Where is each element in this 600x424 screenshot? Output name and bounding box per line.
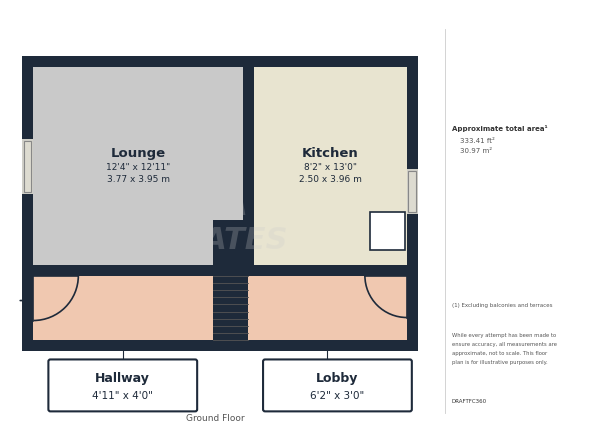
Bar: [22, 56, 418, 351]
Bar: [34, 276, 213, 340]
Bar: [22, 139, 34, 194]
Text: DRAFTFC360: DRAFTFC360: [452, 399, 487, 404]
Text: While every attempt has been made to: While every attempt has been made to: [452, 333, 556, 338]
Bar: [408, 171, 416, 212]
Bar: [34, 67, 213, 220]
Text: ensure accuracy, all measurements are: ensure accuracy, all measurements are: [452, 342, 557, 347]
Bar: [370, 212, 405, 250]
Bar: [25, 141, 31, 192]
Bar: [254, 67, 407, 265]
Text: plan is for illustrative purposes only.: plan is for illustrative purposes only.: [452, 360, 547, 365]
Text: 30.97 m²: 30.97 m²: [460, 148, 492, 154]
Bar: [34, 220, 213, 265]
Bar: [248, 276, 407, 340]
Bar: [243, 67, 254, 265]
Bar: [34, 67, 243, 265]
Text: 4'11" x 4'0": 4'11" x 4'0": [92, 391, 153, 401]
Text: Kitchen: Kitchen: [302, 147, 359, 160]
Text: Lounge: Lounge: [110, 147, 166, 160]
Text: 8'2" x 13'0": 8'2" x 13'0": [304, 163, 357, 172]
Text: Hallway: Hallway: [95, 372, 150, 385]
Text: Approximate total area¹: Approximate total area¹: [452, 126, 547, 132]
Text: 3.77 x 3.95 m: 3.77 x 3.95 m: [107, 175, 170, 184]
Text: 2.50 x 3.96 m: 2.50 x 3.96 m: [299, 175, 362, 184]
Text: Ground Floor: Ground Floor: [186, 414, 244, 423]
FancyBboxPatch shape: [49, 360, 197, 411]
Bar: [34, 67, 407, 340]
Text: 333.41 ft²: 333.41 ft²: [460, 138, 494, 144]
Bar: [213, 220, 243, 265]
Text: 12'4" x 12'11": 12'4" x 12'11": [106, 163, 170, 172]
Text: (1) Excluding balconies and terraces: (1) Excluding balconies and terraces: [452, 303, 552, 308]
Text: APA
ESTATES: APA ESTATES: [142, 192, 288, 255]
Bar: [213, 276, 248, 340]
Text: 6'2" x 3'0": 6'2" x 3'0": [310, 391, 365, 401]
Text: approximate, not to scale. This floor: approximate, not to scale. This floor: [452, 351, 547, 356]
FancyBboxPatch shape: [263, 360, 412, 411]
Bar: [34, 265, 407, 276]
Bar: [407, 169, 418, 214]
Text: Lobby: Lobby: [316, 372, 359, 385]
